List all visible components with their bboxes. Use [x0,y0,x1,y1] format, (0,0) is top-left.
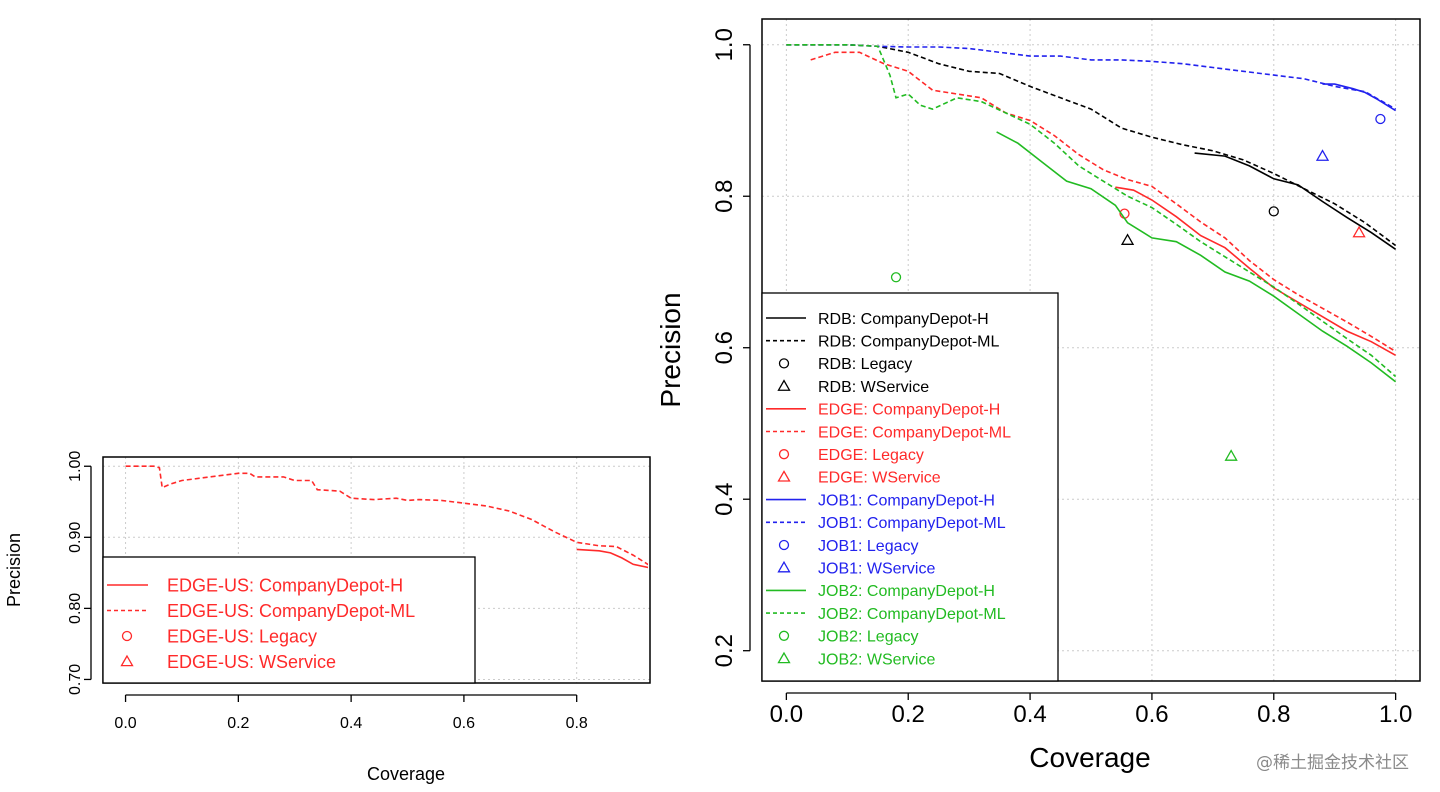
legend-box [102,556,476,684]
legend-swatch-triangle [777,651,791,664]
point-rdb-legacy [1268,206,1279,217]
series-line-edge-us-companydepot-h [576,548,648,569]
legend-swatch-circle [778,449,790,460]
chart-2: 0.0 0.2 0.4 0.6 0.8 1.0 0.2 0.4 0.6 0.8 1.0 Coverag… [655,18,1421,773]
x-tick-label: 0.0 [770,701,803,728]
y-tick-label: 1.00 [67,451,84,482]
legend-label: RDB: Legacy [818,356,912,373]
legend-swatch-circle [778,358,790,369]
y-tick-label: 0.6 [711,331,738,364]
x-tick-label: 0.8 [1257,701,1290,728]
legend-label: JOB1: CompanyDepot-ML [818,515,1006,532]
plot-area [786,43,1397,461]
legend-swatch-triangle [777,470,791,482]
y-tick-label: 0.90 [67,522,84,553]
x-axis-label: Coverage [367,764,445,784]
point-job2-wservice [1224,449,1238,461]
legend-label: EDGE-US: WService [167,652,336,672]
x-tick-label: 0.0 [114,715,136,732]
chart-1: 0.0 0.2 0.4 0.6 0.8 0.70 0.80 0.90 1.00 Coverage P… [4,451,651,784]
x-tick-label: 0.6 [453,715,475,732]
legend-label: JOB2: Legacy [818,629,919,646]
legend-swatch-triangle [777,560,791,573]
series-line-edge-companydepot-h [1115,186,1396,356]
legend-label: JOB2: CompanyDepot-H [818,583,995,600]
point-job1-legacy [1375,113,1386,125]
legend-swatch-circle [778,539,790,551]
y-tick-label: 0.2 [711,634,738,667]
series-line-job2-companydepot-ml [786,43,1397,378]
y-tick-label: 0.70 [67,664,84,695]
legend: RDB: CompanyDepot-H RDB: CompanyDepot-ML R… [761,292,1059,682]
legend-label: EDGE: WService [818,470,941,487]
legend-label: JOB1: CompanyDepot-H [818,492,995,509]
series-line-job2-companydepot-h [996,131,1397,383]
legend-label: JOB2: CompanyDepot-ML [818,606,1006,623]
y-tick-label: 0.80 [67,593,84,624]
x-tick-label: 0.4 [1013,701,1046,728]
x-tick-label: 0.4 [340,715,362,732]
legend-label: EDGE: CompanyDepot-H [818,402,1000,419]
legend-label: JOB1: WService [818,560,935,577]
series-line-edge-us-companydepot-ml [125,465,648,566]
watermark: @稀土掘金技术社区 [1256,753,1409,773]
x-tick-label: 0.2 [227,715,249,732]
x-tick-label: 0.8 [566,715,588,732]
point-rdb-wservice [1120,233,1135,245]
legend-swatch-circle [121,630,133,642]
series-line-rdb-companydepot-ml [786,43,1397,247]
legend-label: JOB1: Legacy [818,538,919,555]
legend-swatch-triangle [777,379,791,391]
x-tick-label: 1.0 [1379,701,1412,728]
legend-label: EDGE: Legacy [818,447,924,464]
series-line-job1-companydepot-ml [786,43,1396,110]
x-tick-label: 0.6 [1135,701,1168,728]
legend-label: RDB: WService [818,379,929,396]
legend-box [761,292,1059,682]
point-job1-wservice [1315,149,1330,161]
x-tick-label: 0.2 [892,701,925,728]
legend-label: EDGE: CompanyDepot-ML [818,424,1011,441]
x-axis-label: Coverage [1029,742,1150,773]
legend-label: EDGE-US: Legacy [167,626,317,646]
legend-label: JOB2: WService [818,651,935,668]
legend-label: RDB: CompanyDepot-H [818,311,989,328]
y-axis-label: Precision [4,533,24,607]
point-job2-legacy [890,272,902,283]
series-line-rdb-companydepot-h [1194,152,1397,250]
legend-label: EDGE-US: CompanyDepot-H [167,575,403,595]
legend-label: EDGE-US: CompanyDepot-ML [167,601,415,621]
legend-label: RDB: CompanyDepot-ML [818,333,1000,350]
point-edge-wservice [1352,225,1366,238]
legend-swatch-circle [778,630,790,641]
plot-area [125,465,648,569]
legend: EDGE-US: CompanyDepot-H EDGE-US: CompanyD… [102,556,476,684]
series-line-edge-companydepot-ml [810,51,1397,353]
y-tick-label: 0.8 [711,180,738,213]
y-tick-label: 0.4 [711,483,738,516]
y-tick-label: 1.0 [711,28,738,61]
series-line-job1-companydepot-h [1322,83,1397,112]
legend-swatch-triangle [120,654,134,667]
y-axis-label: Precision [655,292,686,407]
